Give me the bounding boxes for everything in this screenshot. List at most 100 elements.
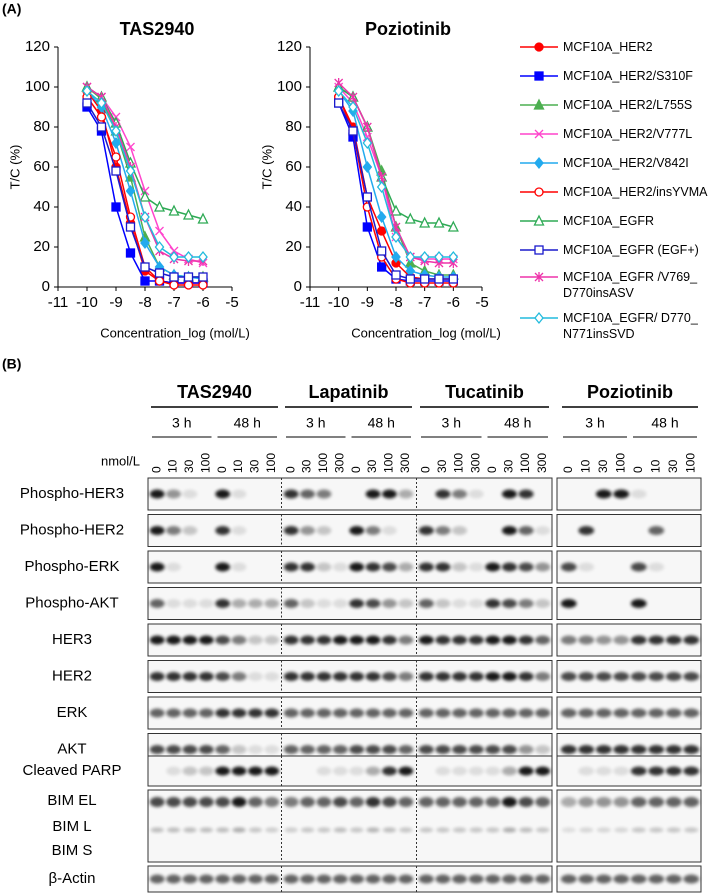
band (182, 766, 198, 776)
band (613, 635, 630, 645)
band (535, 562, 551, 572)
band (182, 599, 198, 608)
y-tick-label: 80 (33, 118, 50, 135)
band (648, 766, 665, 776)
band (683, 745, 700, 754)
band (485, 562, 501, 572)
band (365, 708, 381, 718)
band (149, 745, 165, 754)
band (578, 874, 595, 884)
band (468, 708, 484, 718)
x-tick-label: -10 (76, 294, 98, 311)
band (648, 745, 665, 754)
conc-label: 30 (365, 459, 379, 473)
band (398, 708, 414, 718)
y-axis-label: T/C (%) (259, 145, 274, 190)
data-point (348, 100, 358, 114)
band (166, 766, 181, 776)
group-title: Tucatinib (445, 382, 524, 402)
data-point (362, 222, 372, 232)
data-point (125, 164, 136, 178)
band (382, 766, 397, 776)
x-tick-label: -6 (447, 294, 460, 311)
band (283, 797, 299, 807)
band (560, 635, 577, 645)
band (316, 526, 332, 535)
band (283, 599, 299, 608)
x-tick-label: -11 (300, 294, 321, 311)
band (560, 708, 577, 718)
data-point (447, 220, 459, 232)
band (382, 745, 397, 754)
x-tick-label: -9 (361, 294, 374, 311)
band (398, 562, 414, 572)
band (578, 708, 595, 718)
band (535, 874, 551, 884)
band (435, 745, 451, 754)
band (149, 599, 165, 608)
chart-title: Poziotinib (365, 19, 451, 39)
band (578, 745, 595, 754)
band (332, 745, 348, 754)
band (300, 489, 315, 499)
band (630, 874, 647, 884)
band (665, 672, 682, 681)
band (248, 635, 263, 645)
data-point (153, 200, 166, 212)
band (332, 766, 348, 776)
series-line (338, 90, 454, 278)
row-label: Phospho-HER3 (20, 485, 124, 502)
data-point (140, 236, 150, 250)
legend-marker (534, 311, 544, 325)
band (382, 635, 397, 645)
band (231, 745, 247, 754)
data-point (334, 98, 344, 108)
data-point (82, 84, 92, 98)
conc-label: 100 (452, 453, 466, 473)
band (215, 526, 231, 535)
band (418, 745, 434, 754)
band (630, 672, 647, 681)
band (231, 766, 247, 776)
band (595, 745, 612, 754)
band (419, 827, 433, 833)
x-tick-label: -9 (109, 294, 122, 311)
band (317, 827, 331, 833)
band (418, 635, 434, 645)
band (198, 599, 214, 608)
band (316, 672, 332, 681)
data-point (82, 98, 92, 108)
band (665, 745, 682, 754)
band (283, 562, 299, 572)
data-point (169, 280, 179, 290)
band (452, 635, 468, 645)
band (231, 672, 247, 681)
band (198, 745, 214, 754)
x-tick-label: -7 (418, 294, 431, 311)
data-point (377, 226, 387, 236)
band (665, 708, 682, 718)
row-label: Phospho-ERK (24, 558, 119, 575)
band (365, 797, 381, 807)
legend-marker (533, 214, 545, 226)
x-axis-label: Concentration_log (mol/L) (351, 325, 501, 340)
band (349, 745, 365, 754)
band (166, 489, 181, 499)
band (231, 874, 247, 884)
band (198, 672, 214, 681)
band (166, 672, 181, 681)
data-point (419, 250, 430, 264)
band (182, 526, 198, 535)
band (418, 708, 434, 718)
band (578, 635, 595, 645)
data-point (198, 272, 208, 282)
band (316, 797, 332, 807)
band (630, 489, 647, 499)
band (535, 526, 551, 535)
band (468, 766, 484, 776)
band (300, 562, 315, 572)
band (264, 797, 280, 807)
band (248, 874, 263, 884)
band (332, 672, 348, 681)
band (452, 526, 468, 535)
